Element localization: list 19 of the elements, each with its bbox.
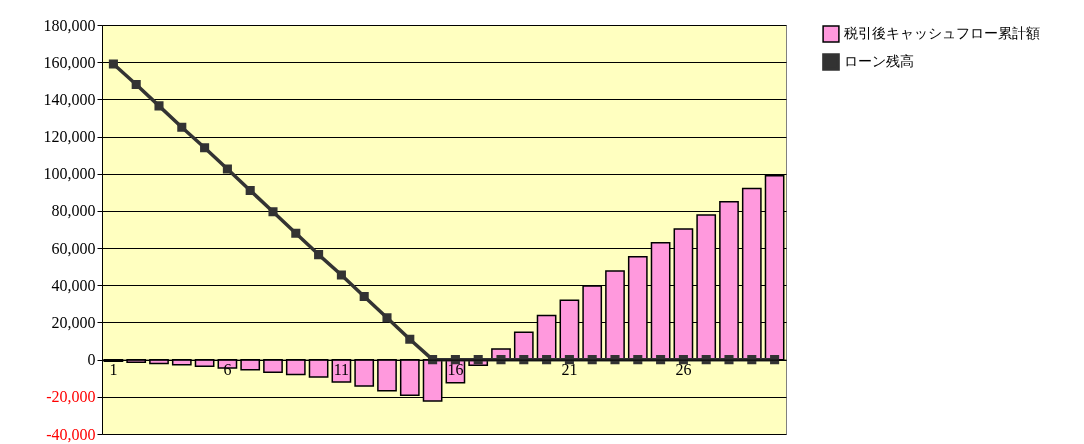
x-tick-label: 21 xyxy=(561,361,578,379)
y-tick-label: 60,000 xyxy=(51,239,96,257)
legend-label: ローン残高 xyxy=(844,54,914,69)
y-tick-label: -40,000 xyxy=(46,425,96,443)
x-tick-label: 16 xyxy=(447,361,464,379)
y-tick-label: 140,000 xyxy=(43,90,96,108)
y-tick-label: 160,000 xyxy=(43,53,96,71)
x-tick-label: 26 xyxy=(675,361,692,379)
x-tick-label: 11 xyxy=(333,361,350,379)
y-tick-label: 100,000 xyxy=(43,165,96,183)
legend-label: 税引後キャッシュフロー累計額 xyxy=(844,26,1040,41)
y-tick-label: 180,000 xyxy=(43,16,96,34)
y-tick-label: 20,000 xyxy=(51,313,96,331)
y-tick-label: 120,000 xyxy=(43,128,96,146)
x-tick-label: 1 xyxy=(109,361,118,379)
y-tick-label: 40,000 xyxy=(51,276,96,294)
y-tick-label: -20,000 xyxy=(46,388,96,406)
y-tick-label: 80,000 xyxy=(51,202,96,220)
y-tick-label: 0 xyxy=(87,351,96,369)
